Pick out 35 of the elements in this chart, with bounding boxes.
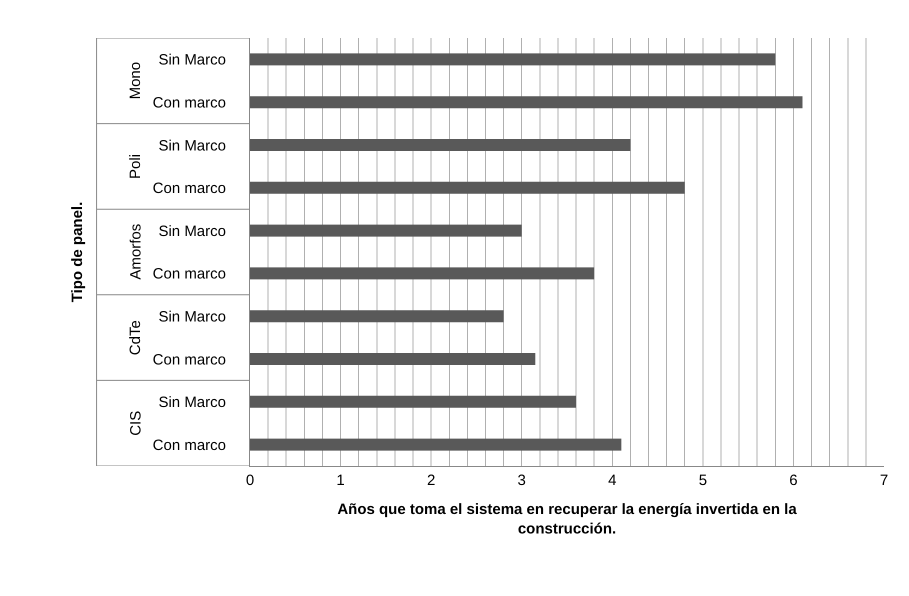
text: Poli <box>127 154 144 179</box>
bar <box>250 139 630 151</box>
text: Amorfos <box>128 224 145 280</box>
text: Mono <box>126 62 144 100</box>
bar <box>250 53 776 66</box>
x-tick-label: 0 <box>246 472 254 489</box>
bar <box>250 96 802 108</box>
y-tick-label: Sin Marco <box>158 52 226 69</box>
text: CdTe <box>127 320 144 356</box>
y-tick-label: Con marco <box>152 180 226 198</box>
bar <box>250 310 504 322</box>
bar <box>250 396 576 408</box>
y-tick-label: Con marco <box>152 436 226 454</box>
x-tick-label: 3 <box>518 472 526 489</box>
y-tick-label: Con marco <box>152 94 226 112</box>
x-axis-title: Años que toma el sistema en recuperar la energía invertida en la construcción. <box>337 501 798 538</box>
bar <box>250 438 622 451</box>
y-tick-label: Con marco <box>152 266 226 283</box>
x-tick-label: 7 <box>880 472 888 489</box>
bar <box>250 224 522 237</box>
y-tick-label: Sin Marco <box>158 394 226 412</box>
y-tick-label: Sin Marco <box>158 308 226 326</box>
bar <box>250 267 594 280</box>
x-tick-label: 2 <box>426 472 436 489</box>
x-tick-label: 6 <box>789 472 798 489</box>
y-tick-label: Con marco <box>152 351 226 368</box>
x-tick-label: 4 <box>608 472 616 489</box>
y-tick-label: Sin Marco <box>158 137 226 154</box>
bar <box>250 353 536 365</box>
x-tick-label: 5 <box>698 472 708 489</box>
y-tick-label: Sin Marco <box>158 222 226 240</box>
x-tick-label: 1 <box>336 472 345 489</box>
y-axis-title: Tipo de panel. <box>68 202 86 302</box>
bar <box>250 182 685 194</box>
text: CIS <box>127 410 144 436</box>
